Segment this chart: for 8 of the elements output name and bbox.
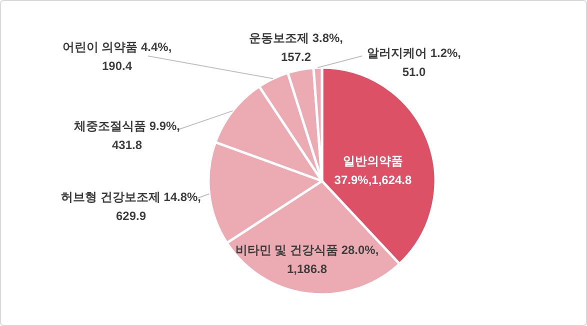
slice-label: 어린이 의약품 4.4%, 190.4: [62, 40, 172, 73]
slice-label: 운동보조제 3.8%, 157.2: [248, 31, 344, 64]
slice-label: 일반의약품: [343, 154, 403, 168]
slice-label: 체중조절식품 9.9%, 431.8: [72, 119, 180, 152]
slice-label: 허브형 건강보조제 14.8%, 629.9: [60, 190, 202, 223]
data-label: 37.9%,1,624.8: [334, 173, 412, 187]
slice-label: 비타민 및 건강식품 28.0%, 1,186.8: [235, 243, 379, 276]
slice-label: 알러지케어 1.2%, 51.0: [366, 46, 462, 79]
